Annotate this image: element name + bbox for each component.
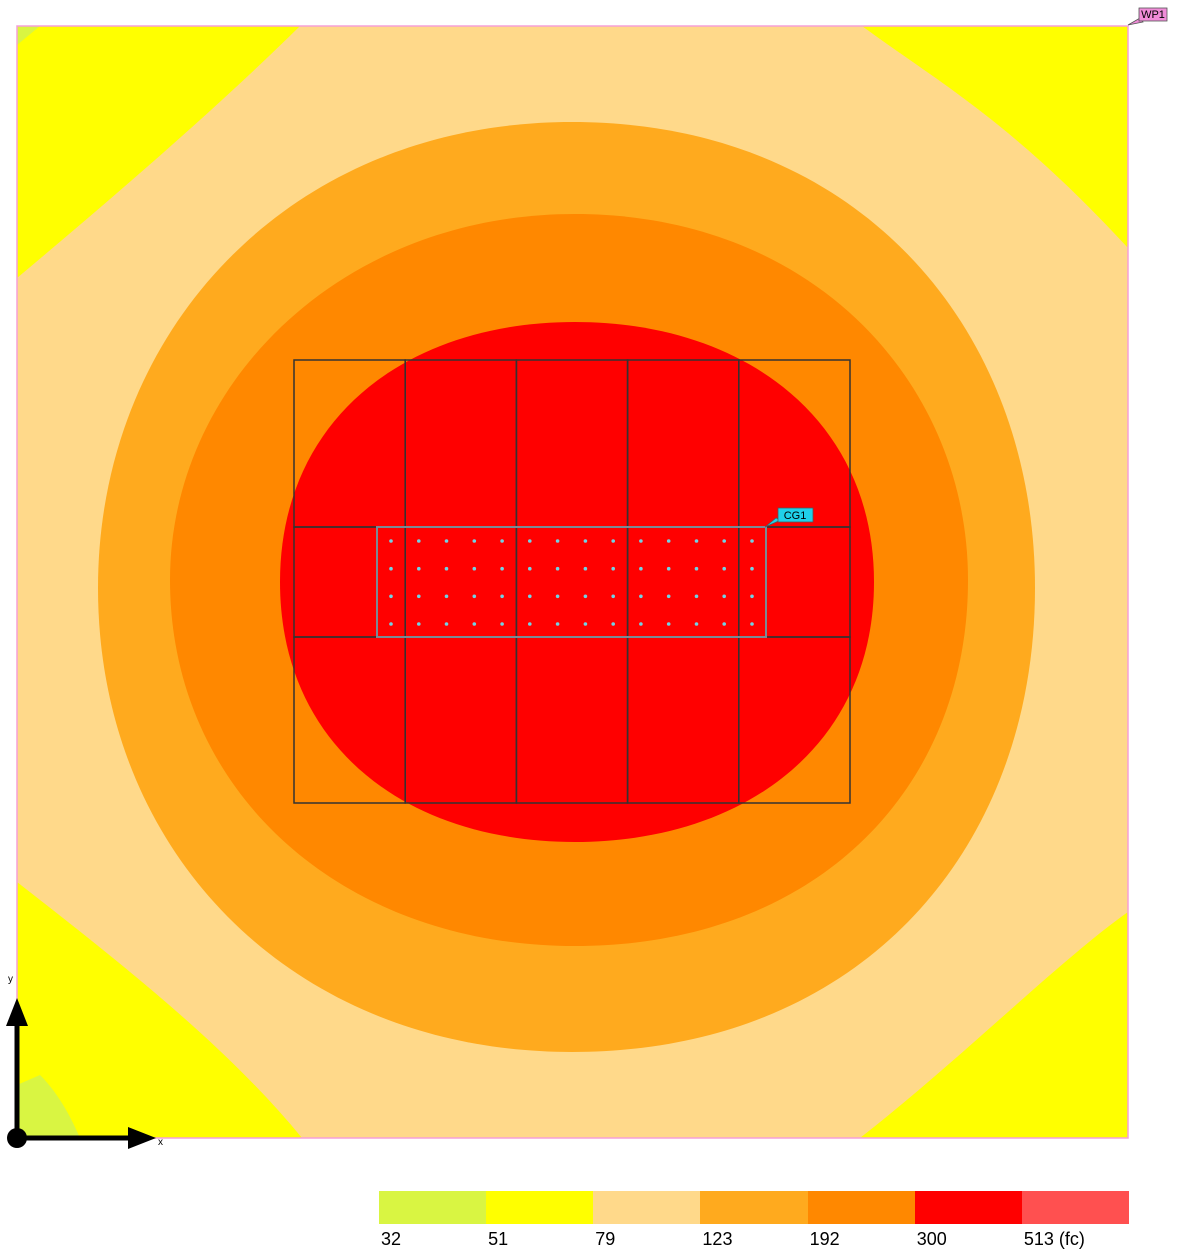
calc-point [750,594,754,599]
calc-grid-tag-label: CG1 [784,510,807,522]
calc-point [666,622,671,626]
calc-point [555,622,560,626]
calc-point [694,622,699,626]
calc-point [389,539,393,543]
legend-label: 32 [381,1229,402,1249]
calc-point [389,566,393,571]
calc-point [528,539,532,543]
calc-point [611,622,615,626]
calc-point [472,539,477,543]
calc-point [444,622,449,626]
calc-point [583,539,588,543]
origin-dot [7,1128,27,1148]
calc-point [389,594,393,599]
calc-grid-boundary [376,526,767,638]
legend-label: 300 [916,1229,947,1249]
calc-point [417,539,421,543]
calc-point [722,622,726,626]
calc-point [444,566,449,571]
calc-grid-tag[interactable]: CG1 [764,507,814,528]
legend-label: 123 [702,1229,733,1249]
workplane-tag[interactable]: WP1 [1127,7,1168,26]
legend-label: 513 (fc) [1023,1229,1085,1249]
legend-label: 192 [809,1229,840,1249]
legend-swatch [593,1191,701,1224]
calc-point [639,539,643,543]
calc-point [583,594,588,599]
calc-point [500,622,504,626]
calc-point [750,539,754,543]
axis-indicator: y x [6,974,163,1149]
calc-point [722,594,726,599]
calc-point [528,622,532,626]
x-axis-arrowhead [128,1127,156,1149]
calc-point [444,594,449,599]
calc-point [666,594,671,599]
calc-point [611,594,615,599]
y-axis-arrowhead [6,998,28,1026]
color-legend: 32 51 79 123 192 300 513 (fc) [379,1191,1130,1251]
calc-point [500,539,504,543]
contour-bands [17,26,1128,1138]
calc-point [555,539,560,543]
calc-point [722,566,726,571]
y-axis-label: y [8,974,13,985]
calc-point [694,594,699,599]
calc-point [417,566,421,571]
calc-point [666,539,671,543]
legend-swatch [807,1191,916,1224]
calc-point [555,594,560,599]
calc-point [472,594,477,599]
legend-swatch [379,1191,487,1224]
calc-grid [376,526,767,638]
calc-point [417,594,421,599]
legend-label: 79 [595,1229,616,1249]
calc-point [500,566,504,571]
calc-point [694,539,699,543]
calc-point [500,594,504,599]
calc-point [417,622,421,626]
legend-swatch [1021,1191,1130,1224]
luminaire-cell [738,636,851,804]
legend-swatch [700,1191,809,1224]
calc-point [472,622,477,626]
workplane-tag-label: WP1 [1141,9,1165,21]
calc-point [639,566,643,571]
calc-point [528,566,532,571]
calc-point [639,594,643,599]
calc-point [666,566,671,571]
calc-point [444,539,449,543]
calc-point [583,622,588,626]
calc-point [555,566,560,571]
x-axis-label: x [158,1137,163,1148]
legend-swatch [486,1191,594,1224]
calc-point [472,566,477,571]
contour-band-32 [17,26,40,45]
legend-swatch [914,1191,1023,1224]
calc-point [750,622,754,626]
calc-point [694,566,699,571]
legend-label: 51 [488,1229,509,1249]
contour-band-32 [17,1075,80,1138]
calc-point [528,594,532,599]
calc-point [750,566,754,571]
calc-point [722,539,726,543]
workplane-border [16,25,1129,1139]
calc-point [611,539,615,543]
calc-point [583,566,588,571]
calc-point [389,622,393,626]
calc-point [639,622,643,626]
contour-band-300 [280,322,874,842]
calc-point [611,566,615,571]
